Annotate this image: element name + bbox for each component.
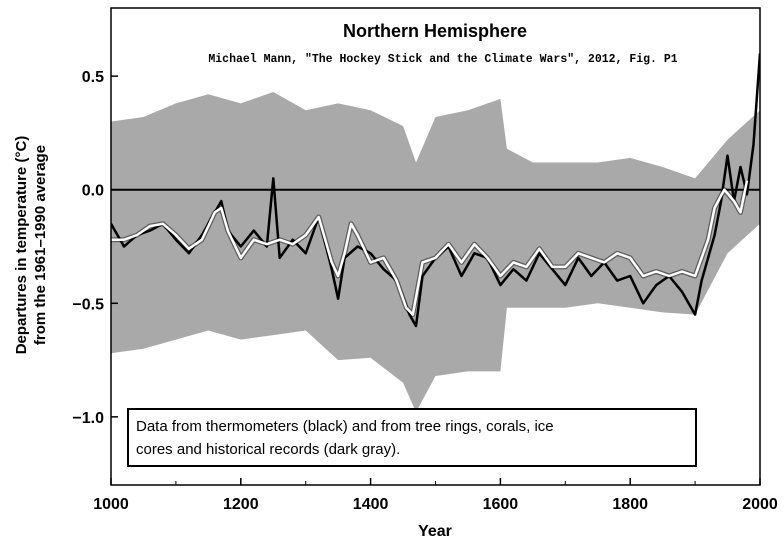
plot-area [111, 53, 760, 413]
chart-title: Northern Hemisphere [343, 21, 527, 41]
x-tick-label: 1800 [612, 496, 648, 513]
annotation-frame [127, 408, 697, 467]
series-smoothed-line [111, 180, 749, 316]
annotation-box: Data from thermometers (black) and from … [127, 408, 697, 467]
y-axis-label: Departures in temperature (°C) from the … [13, 136, 49, 355]
x-axis: 1000 1200 1400 1600 1800 2000 [93, 478, 778, 513]
y-axis-label-line-1: Departures in temperature (°C) [13, 136, 30, 355]
y-tick-label: 0.0 [82, 183, 104, 200]
y-axis: 0.5 0.0 −0.5 −1.0 [72, 69, 118, 427]
x-tick-label: 1200 [223, 496, 259, 513]
x-tick-label: 1000 [93, 496, 129, 513]
chart-subtitle: Michael Mann, "The Hockey Stick and the … [208, 53, 677, 66]
uncertainty-band [111, 92, 760, 413]
y-axis-label-line-2: from the 1961–1990 average [32, 145, 49, 345]
y-tick-label: −1.0 [72, 410, 104, 427]
x-tick-label: 1400 [353, 496, 389, 513]
annotation-line-2: cores and historical records (dark gray)… [136, 441, 400, 458]
x-tick-label: 1600 [483, 496, 519, 513]
x-axis-label: Year [418, 523, 452, 540]
y-tick-label: −0.5 [72, 296, 104, 313]
y-tick-label: 0.5 [82, 69, 104, 86]
x-tick-label: 2000 [742, 496, 778, 513]
annotation-line-1: Data from thermometers (black) and from … [136, 418, 554, 435]
